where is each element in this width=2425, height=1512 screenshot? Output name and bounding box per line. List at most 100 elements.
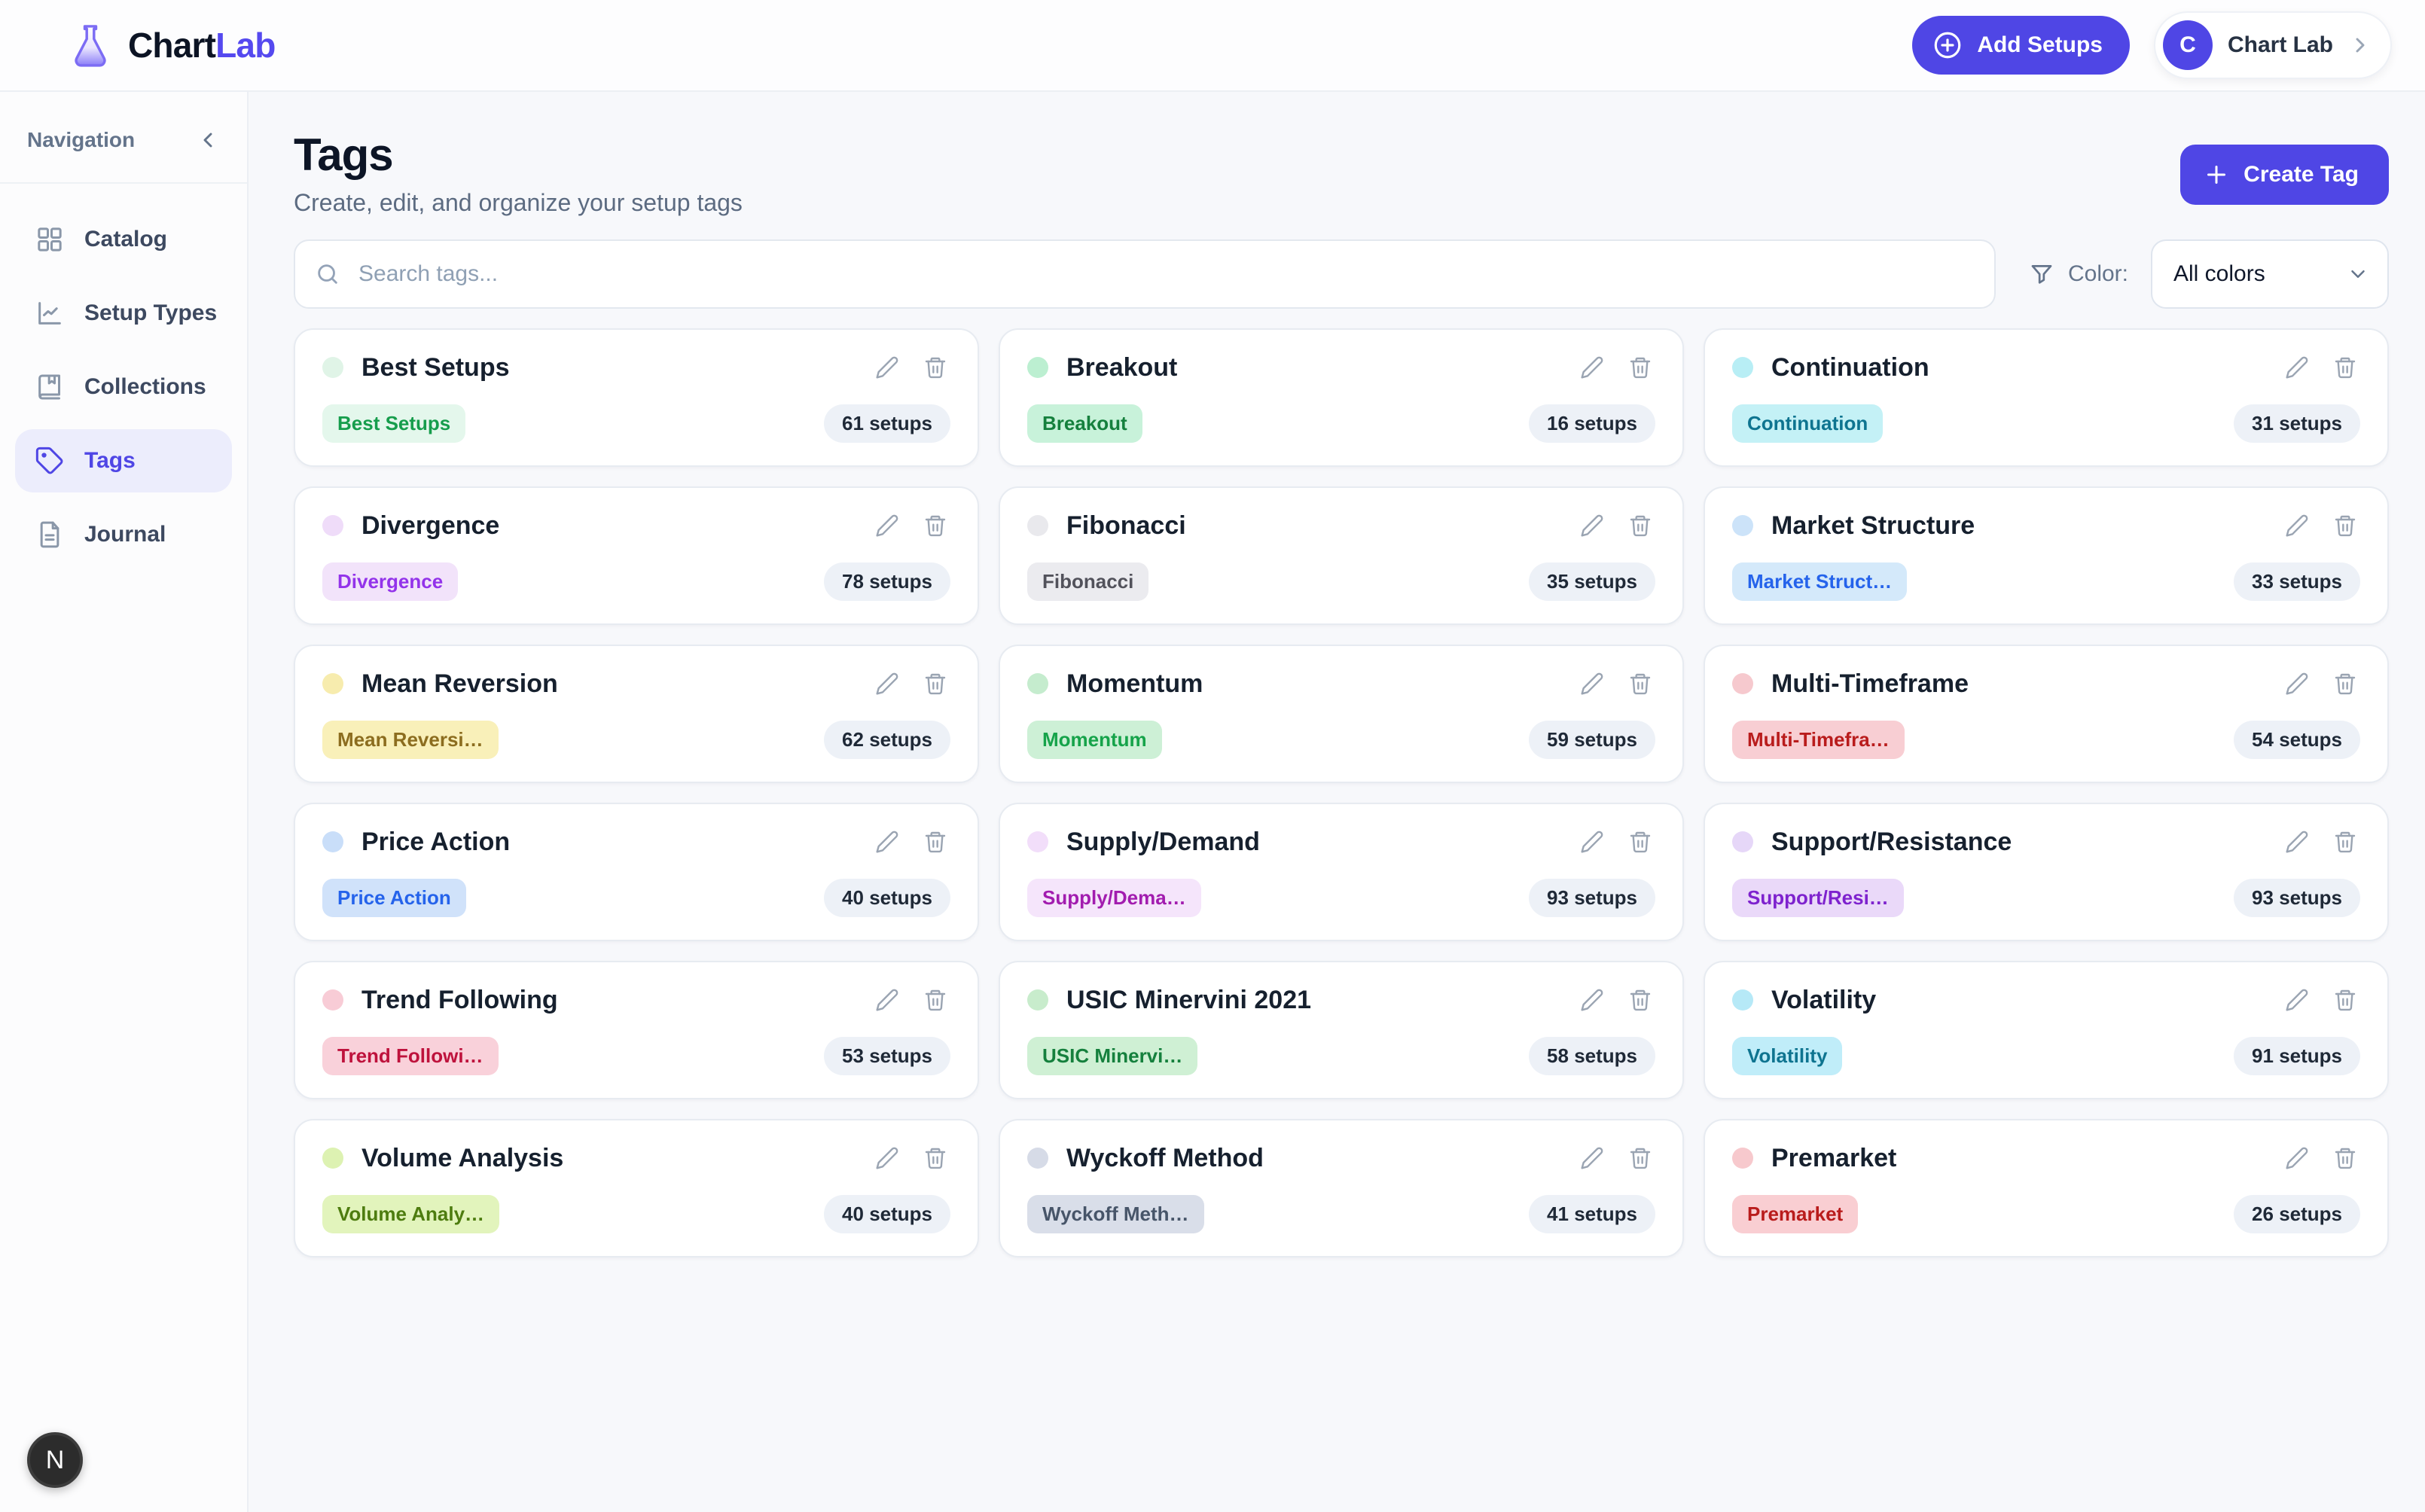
delete-tag-button[interactable] bbox=[1625, 827, 1655, 857]
edit-tag-button[interactable] bbox=[1577, 511, 1607, 541]
delete-tag-button[interactable] bbox=[2330, 669, 2360, 699]
pencil-icon bbox=[875, 355, 899, 380]
tag-name: Breakout bbox=[1066, 352, 1178, 382]
tag-badge: Divergence bbox=[322, 562, 459, 601]
tag-name: Price Action bbox=[361, 827, 511, 856]
tag-color-dot bbox=[1732, 673, 1753, 694]
sidebar-item-setup-types[interactable]: Setup Types bbox=[15, 282, 232, 345]
collapse-sidebar-button[interactable] bbox=[193, 125, 223, 155]
tag-name: Continuation bbox=[1771, 352, 1929, 382]
tag-card: Divergence bbox=[294, 486, 979, 625]
edit-tag-button[interactable] bbox=[1577, 1143, 1607, 1173]
tag-name: Volatility bbox=[1771, 985, 1877, 1014]
sidebar-item-label: Journal bbox=[84, 522, 166, 547]
tag-card: USIC Minervini 2021 bbox=[999, 961, 1684, 1099]
chevron-left-icon bbox=[196, 128, 220, 152]
trash-icon bbox=[1628, 514, 1652, 538]
pencil-icon bbox=[1580, 988, 1604, 1012]
create-tag-button[interactable]: Create Tag bbox=[2180, 145, 2389, 205]
edit-tag-button[interactable] bbox=[1577, 669, 1607, 699]
dev-overlay-badge[interactable]: N bbox=[27, 1432, 83, 1488]
tag-color-dot bbox=[1027, 831, 1048, 852]
delete-tag-button[interactable] bbox=[920, 985, 950, 1015]
tag-color-dot bbox=[322, 831, 343, 852]
edit-tag-button[interactable] bbox=[2282, 352, 2312, 383]
delete-tag-button[interactable] bbox=[2330, 985, 2360, 1015]
tag-color-dot bbox=[1732, 989, 1753, 1011]
tag-card: Volume Analysis bbox=[294, 1119, 979, 1257]
tag-card: Momentum bbox=[999, 645, 1684, 783]
edit-tag-button[interactable] bbox=[2282, 1143, 2312, 1173]
edit-tag-button[interactable] bbox=[1577, 985, 1607, 1015]
filter-funnel-icon bbox=[2029, 261, 2054, 287]
tag-color-dot bbox=[1027, 989, 1048, 1011]
edit-tag-button[interactable] bbox=[872, 985, 902, 1015]
sidebar-item-tags[interactable]: Tags bbox=[15, 429, 232, 492]
edit-tag-button[interactable] bbox=[872, 352, 902, 383]
tag-badge: Multi-Timefra… bbox=[1732, 721, 1905, 759]
edit-tag-button[interactable] bbox=[2282, 669, 2312, 699]
tag-card: Volatility bbox=[1704, 961, 2389, 1099]
setup-count: 61 setups bbox=[824, 404, 950, 443]
app-logo: ChartLab bbox=[66, 21, 276, 69]
book-icon bbox=[35, 372, 65, 402]
tag-name: Multi-Timeframe bbox=[1771, 669, 1969, 698]
tag-badge: Premarket bbox=[1732, 1195, 1859, 1233]
avatar: C bbox=[2162, 20, 2213, 70]
plus-icon bbox=[2203, 161, 2230, 188]
app-title: ChartLab bbox=[128, 26, 276, 65]
delete-tag-button[interactable] bbox=[1625, 669, 1655, 699]
tag-badge: Momentum bbox=[1027, 721, 1162, 759]
edit-tag-button[interactable] bbox=[872, 1143, 902, 1173]
journal-icon bbox=[35, 520, 65, 550]
tag-color-dot bbox=[1027, 673, 1048, 694]
sidebar-item-collections[interactable]: Collections bbox=[15, 355, 232, 419]
delete-tag-button[interactable] bbox=[2330, 511, 2360, 541]
edit-tag-button[interactable] bbox=[2282, 827, 2312, 857]
edit-tag-button[interactable] bbox=[1577, 827, 1607, 857]
delete-tag-button[interactable] bbox=[2330, 352, 2360, 383]
tag-name: Divergence bbox=[361, 511, 500, 540]
edit-tag-button[interactable] bbox=[872, 669, 902, 699]
pencil-icon bbox=[2285, 830, 2309, 854]
pencil-icon bbox=[2285, 672, 2309, 696]
pencil-icon bbox=[875, 988, 899, 1012]
tag-name: Momentum bbox=[1066, 669, 1203, 698]
tag-card: Premarket bbox=[1704, 1119, 2389, 1257]
search-tags-input[interactable] bbox=[294, 239, 1996, 309]
sidebar-nav-list: Catalog Setup Types Collections Tags Jou… bbox=[0, 184, 247, 601]
trash-icon bbox=[2333, 672, 2357, 696]
trash-icon bbox=[1628, 1146, 1652, 1170]
edit-tag-button[interactable] bbox=[2282, 985, 2312, 1015]
pencil-icon bbox=[1580, 672, 1604, 696]
tag-icon bbox=[35, 446, 65, 476]
edit-tag-button[interactable] bbox=[872, 827, 902, 857]
tag-name: Market Structure bbox=[1771, 511, 1975, 540]
sidebar-item-label: Tags bbox=[84, 448, 136, 473]
account-name: Chart Lab bbox=[2227, 32, 2333, 57]
sidebar-item-journal[interactable]: Journal bbox=[15, 503, 232, 566]
color-filter-select[interactable]: All colors bbox=[2151, 239, 2389, 309]
trash-icon bbox=[2333, 830, 2357, 854]
delete-tag-button[interactable] bbox=[1625, 985, 1655, 1015]
edit-tag-button[interactable] bbox=[2282, 511, 2312, 541]
delete-tag-button[interactable] bbox=[920, 669, 950, 699]
delete-tag-button[interactable] bbox=[2330, 827, 2360, 857]
add-setups-button[interactable]: Add Setups bbox=[1912, 16, 2130, 75]
delete-tag-button[interactable] bbox=[920, 352, 950, 383]
delete-tag-button[interactable] bbox=[920, 827, 950, 857]
account-menu-button[interactable]: C Chart Lab bbox=[2153, 11, 2392, 79]
tag-card: Price Action bbox=[294, 803, 979, 941]
pencil-icon bbox=[2285, 988, 2309, 1012]
edit-tag-button[interactable] bbox=[1577, 352, 1607, 383]
sidebar-item-catalog[interactable]: Catalog bbox=[15, 208, 232, 271]
delete-tag-button[interactable] bbox=[920, 1143, 950, 1173]
tag-card: Continuation bbox=[1704, 328, 2389, 467]
delete-tag-button[interactable] bbox=[1625, 1143, 1655, 1173]
delete-tag-button[interactable] bbox=[920, 511, 950, 541]
delete-tag-button[interactable] bbox=[1625, 511, 1655, 541]
delete-tag-button[interactable] bbox=[1625, 352, 1655, 383]
tag-color-dot bbox=[1027, 1148, 1048, 1169]
delete-tag-button[interactable] bbox=[2330, 1143, 2360, 1173]
edit-tag-button[interactable] bbox=[872, 511, 902, 541]
